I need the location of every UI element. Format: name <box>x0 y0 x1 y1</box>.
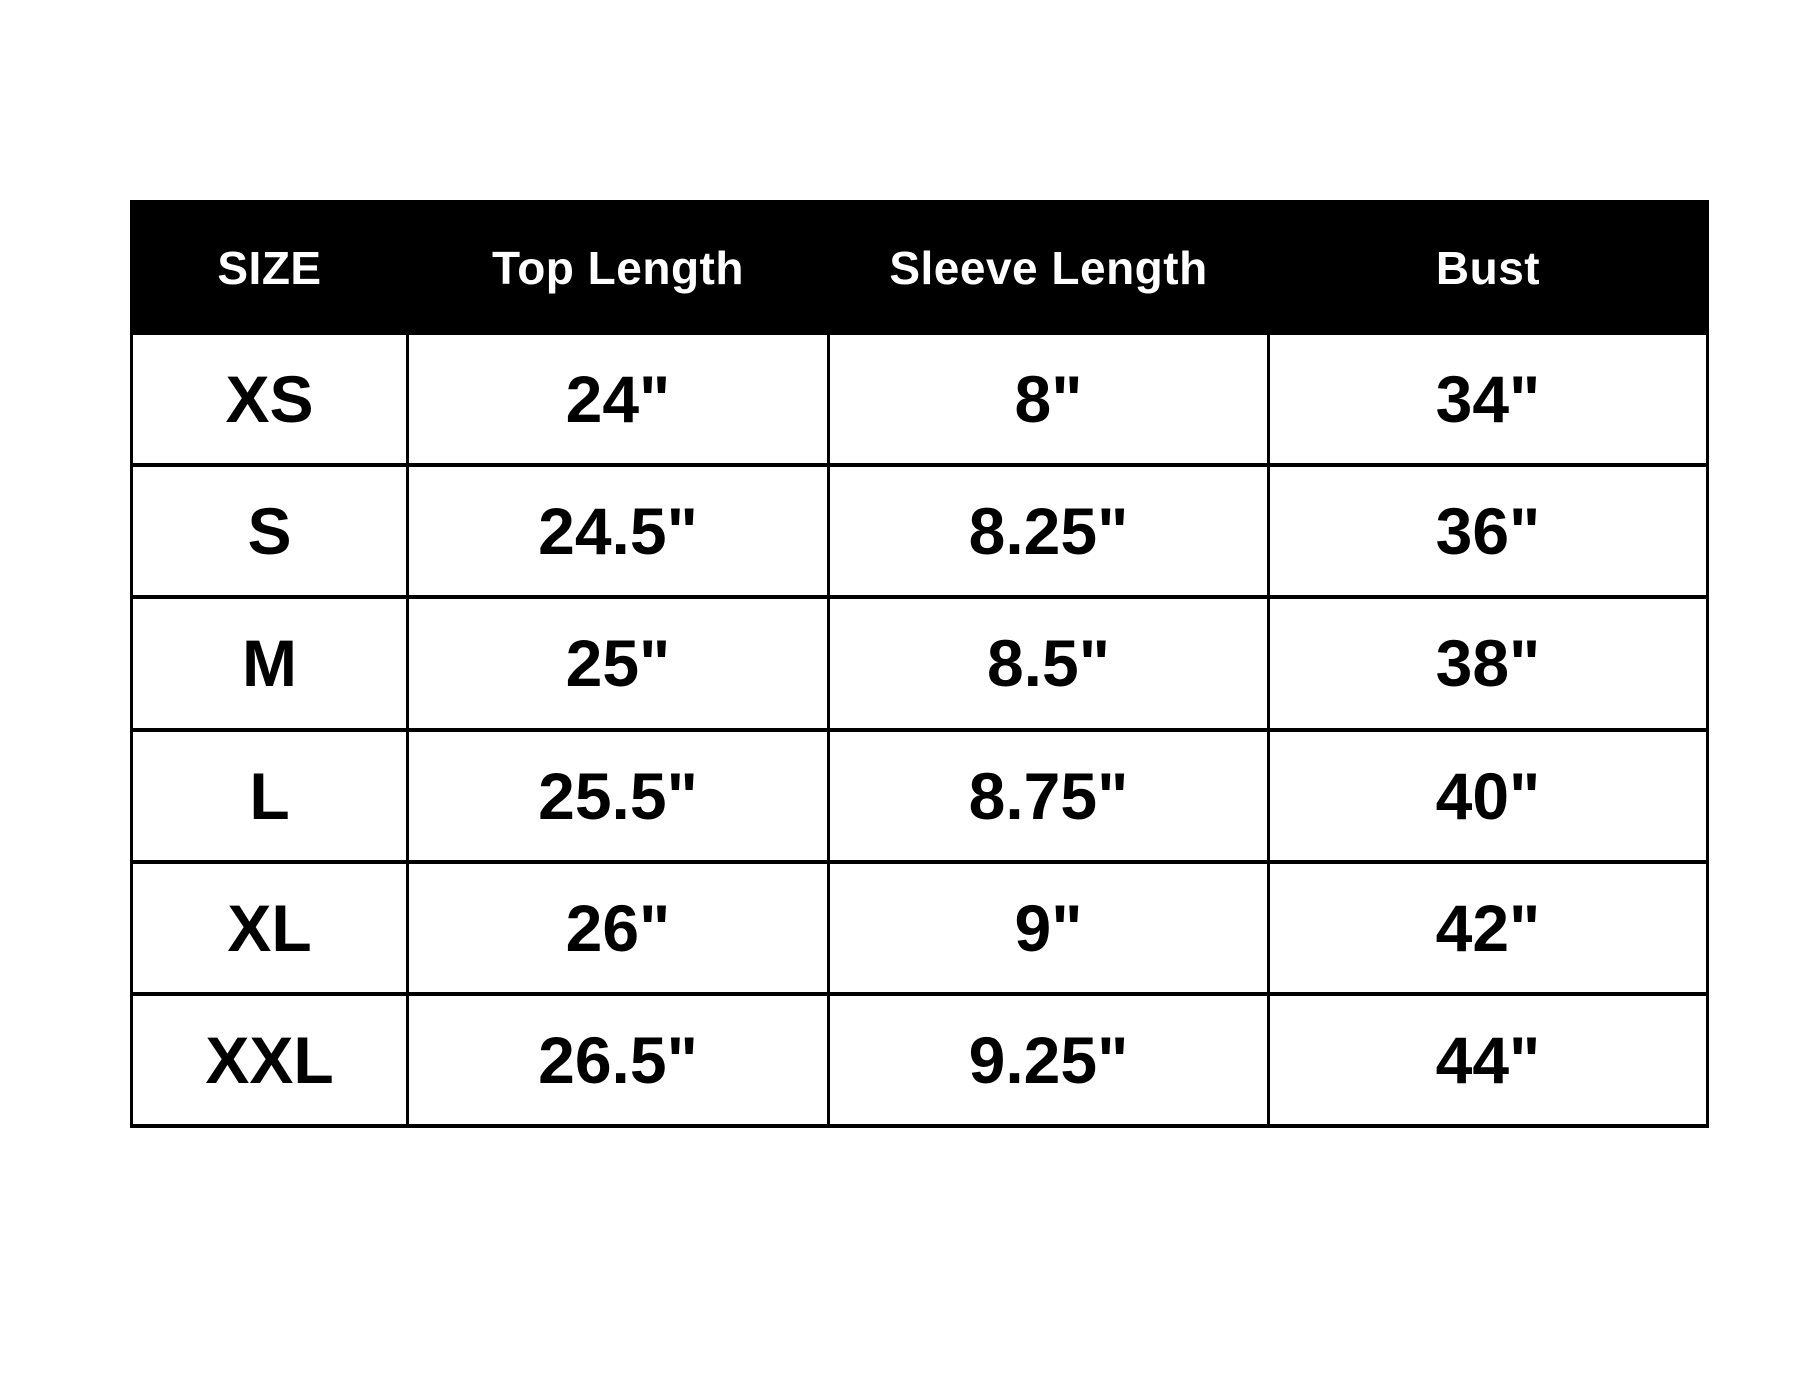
cell-size: XS <box>133 335 406 464</box>
column-header-size: SIZE <box>217 241 322 294</box>
table-body: XS 24" 8" 34" S 24.5" 8.25" 36" M 25" 8.… <box>130 335 1709 1128</box>
cell-size: XL <box>133 863 406 992</box>
cell-bust: 38" <box>1270 599 1706 728</box>
cell-top-length: 24" <box>409 335 827 464</box>
cell-size: XXL <box>133 995 406 1124</box>
cell-top-length: 25.5" <box>409 731 827 860</box>
cell-top-length: 25" <box>409 599 827 728</box>
column-header-top-length: Top Length <box>492 241 744 294</box>
cell-bust: 34" <box>1270 335 1706 464</box>
cell-sleeve-length: 9" <box>830 863 1267 992</box>
cell-sleeve-length: 9.25" <box>830 995 1267 1124</box>
cell-top-length: 24.5" <box>409 467 827 596</box>
cell-bust: 40" <box>1270 731 1706 860</box>
cell-bust: 36" <box>1270 467 1706 596</box>
cell-sleeve-length: 8.75" <box>830 731 1267 860</box>
cell-sleeve-length: 8" <box>830 335 1267 464</box>
table-header-row: SIZE Top Length Sleeve Length Bust <box>130 200 1709 335</box>
cell-bust: 44" <box>1270 995 1706 1124</box>
cell-sleeve-length: 8.25" <box>830 467 1267 596</box>
column-header-sleeve-length: Sleeve Length <box>889 241 1208 294</box>
cell-top-length: 26" <box>409 863 827 992</box>
cell-size: S <box>133 467 406 596</box>
column-header-bust: Bust <box>1435 241 1541 294</box>
cell-top-length: 26.5" <box>409 995 827 1124</box>
size-chart-table: SIZE Top Length Sleeve Length Bust XS 24… <box>130 200 1709 1128</box>
cell-sleeve-length: 8.5" <box>830 599 1267 728</box>
cell-size: M <box>133 599 406 728</box>
cell-size: L <box>133 731 406 860</box>
cell-bust: 42" <box>1270 863 1706 992</box>
